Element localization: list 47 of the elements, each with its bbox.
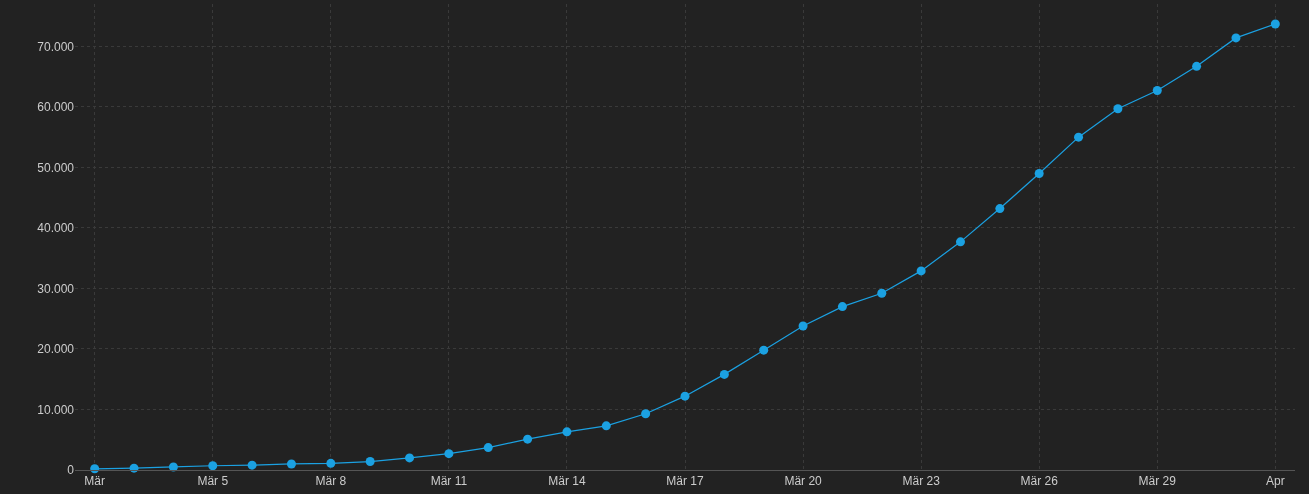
point [719, 369, 729, 379]
x-tick-label: Mär 8 [315, 474, 347, 489]
point [326, 458, 336, 468]
y-tick-label: 20.000 [37, 342, 75, 357]
point [955, 237, 965, 247]
point [483, 443, 493, 453]
point [286, 459, 296, 469]
point [759, 345, 769, 355]
y-tick-label: 10.000 [37, 402, 75, 417]
y-tick-label: 70.000 [37, 39, 75, 54]
point [837, 302, 847, 312]
point [798, 321, 808, 331]
point [680, 391, 690, 401]
point [916, 266, 926, 276]
y-tick-label: 30.000 [37, 281, 75, 296]
x-tick-label: Mär 11 [430, 474, 468, 489]
x-tick-label: Mär 5 [197, 474, 229, 489]
point [1034, 168, 1044, 178]
point [247, 460, 257, 470]
x-tick-label: Mär 14 [548, 474, 586, 489]
point [1231, 33, 1241, 43]
point [1192, 61, 1202, 71]
point [1270, 19, 1280, 29]
x-tick-label: Mär 17 [666, 474, 704, 489]
x-tick-label: Mär 26 [1020, 474, 1059, 489]
point [601, 421, 611, 431]
point [1074, 132, 1084, 142]
point [1152, 86, 1162, 96]
y-tick-label: 0 [67, 463, 75, 478]
y-tick-label: 40.000 [37, 221, 75, 236]
point [995, 204, 1005, 214]
point [877, 288, 887, 298]
x-tick-label: Apr [1265, 474, 1285, 489]
point [1113, 104, 1123, 114]
point [208, 461, 218, 471]
point [641, 409, 651, 419]
y-tick-label: 60.000 [37, 100, 75, 115]
x-tick-label: Mär 20 [784, 474, 823, 489]
y-tick-label: 50.000 [37, 160, 75, 175]
point [523, 434, 533, 444]
point [365, 457, 375, 467]
point [405, 453, 415, 463]
point [444, 449, 454, 459]
x-tick-label: Mär 23 [902, 474, 941, 489]
x-tick-label: Mär 29 [1138, 474, 1177, 489]
x-tick-label: Mär [84, 474, 106, 489]
point [562, 427, 572, 437]
